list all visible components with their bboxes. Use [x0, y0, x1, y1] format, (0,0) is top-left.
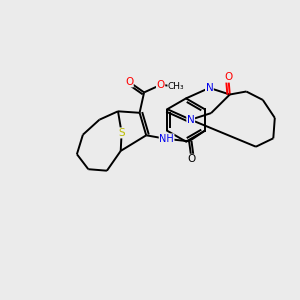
Text: NH: NH: [159, 134, 174, 144]
Text: O: O: [157, 80, 165, 90]
Text: O: O: [188, 154, 196, 164]
Text: S: S: [118, 128, 125, 138]
Text: N: N: [187, 115, 195, 125]
Text: O: O: [125, 77, 133, 87]
Text: CH₃: CH₃: [168, 82, 184, 91]
Text: N: N: [206, 83, 213, 93]
Text: O: O: [224, 72, 232, 82]
